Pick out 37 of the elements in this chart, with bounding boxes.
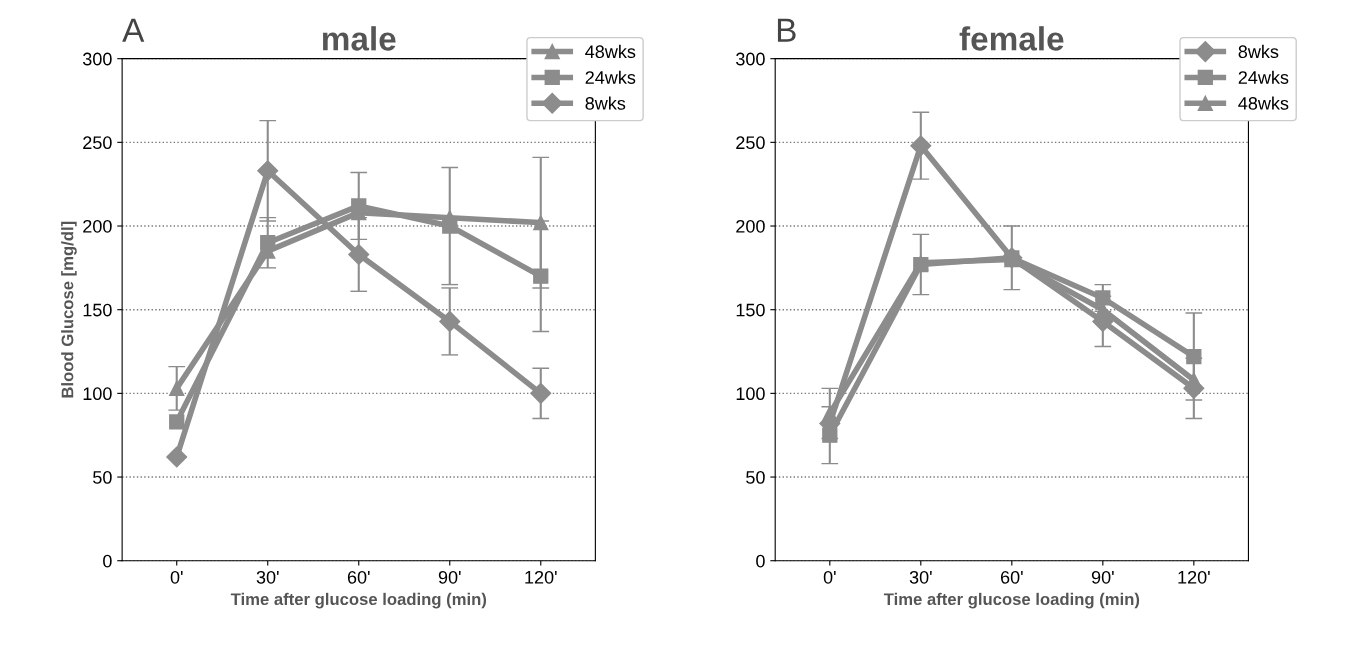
text: B <box>777 18 796 42</box>
x-tick-label: 0' <box>823 570 836 584</box>
legend-label: 48wks <box>585 44 636 59</box>
text: A <box>122 18 145 42</box>
legend-label: 8wks <box>1238 44 1279 59</box>
y-tick-label: 100 <box>83 387 112 401</box>
x-axis-title: Time after glucose loading (min) <box>883 592 1140 609</box>
y-tick-label: 50 <box>746 470 765 484</box>
y-tick-label: 300 <box>82 52 112 66</box>
x-tick-label: 0' <box>170 570 183 584</box>
x-tick-label: 60' <box>347 570 370 584</box>
legend-label: 24wks <box>585 70 636 84</box>
y-tick-label: 250 <box>736 136 765 150</box>
y-axis-title: Blood Glucose [mg/dl] <box>61 221 77 398</box>
chart-title: male <box>322 26 396 51</box>
chart-title: female <box>959 26 1064 51</box>
y-tick-label: 150 <box>736 303 765 317</box>
y-tick-label: 150 <box>83 303 112 317</box>
x-tick-label: 60' <box>1000 570 1023 584</box>
y-tick-label: 0 <box>103 554 112 568</box>
x-tick-label: 120' <box>525 570 557 584</box>
legend-label: 8wks <box>585 96 626 110</box>
x-axis-title: Time after glucose loading (min) <box>230 592 487 609</box>
y-tick-label: 200 <box>83 219 112 233</box>
x-tick-label: 90' <box>1091 570 1114 584</box>
x-tick-label: 90' <box>438 570 461 584</box>
y-tick-label: 300 <box>736 52 765 66</box>
y-tick-label: 100 <box>736 387 765 401</box>
legend-label: 48wks <box>1238 96 1289 110</box>
x-tick-label: 30' <box>256 570 279 584</box>
legend-label: 24wks <box>1238 70 1289 84</box>
x-tick-label: 30' <box>909 570 932 584</box>
x-tick-label: 120' <box>1178 570 1210 584</box>
y-tick-label: 250 <box>83 136 112 150</box>
y-tick-label: 200 <box>736 219 765 233</box>
y-tick-label: 50 <box>93 470 112 484</box>
y-tick-label: 0 <box>756 554 765 568</box>
